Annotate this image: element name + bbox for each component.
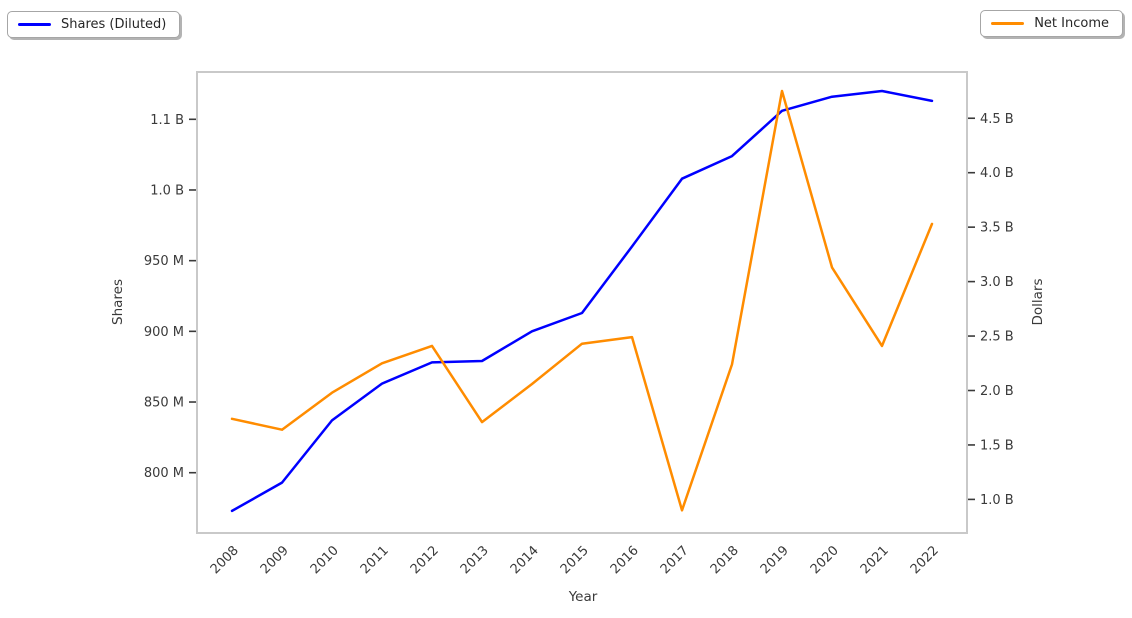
y-left-tick-label: 850 M bbox=[144, 396, 184, 411]
x-tick-label: 2014 bbox=[508, 543, 542, 577]
x-tick-label: 2021 bbox=[858, 543, 892, 577]
x-tick-label: 2022 bbox=[908, 543, 942, 577]
y-right-tick-label: 1.0 B bbox=[980, 493, 1014, 508]
x-tick-label: 2019 bbox=[758, 543, 792, 577]
y-right-tick-label: 4.5 B bbox=[980, 112, 1014, 127]
shares-line-swatch-icon bbox=[18, 23, 51, 26]
y-right-tick-label: 1.5 B bbox=[980, 438, 1014, 453]
y-right-tick-label: 2.0 B bbox=[980, 384, 1014, 399]
y-right-tick-label: 2.5 B bbox=[980, 330, 1014, 345]
y-left-tick-label: 1.1 B bbox=[150, 113, 184, 128]
y-axis-right-title: Dollars bbox=[1030, 278, 1046, 326]
y-right-tick-label: 3.0 B bbox=[980, 275, 1014, 290]
shares-diluted-line bbox=[230, 89, 934, 513]
x-tick-label: 2017 bbox=[658, 543, 692, 577]
net-income-line-swatch-icon bbox=[991, 22, 1025, 25]
x-tick-label: 2016 bbox=[608, 543, 642, 577]
x-axis-title: Year bbox=[568, 589, 598, 605]
y-left-tick-label: 1.0 B bbox=[150, 183, 184, 198]
legend-shares-label: Shares (Diluted) bbox=[61, 17, 167, 32]
legend-shares: Shares (Diluted) bbox=[7, 11, 181, 38]
y-left-tick-label: 900 M bbox=[144, 325, 184, 340]
x-tick-label: 2011 bbox=[358, 543, 392, 577]
legend-net-income-label: Net Income bbox=[1034, 16, 1109, 31]
x-tick-label: 2013 bbox=[458, 543, 492, 577]
x-tick-label: 2010 bbox=[308, 543, 342, 577]
x-tick-label: 2008 bbox=[208, 543, 242, 577]
y-left-tick-label: 800 M bbox=[144, 466, 184, 481]
x-tick-label: 2020 bbox=[808, 543, 842, 577]
plot-frame bbox=[196, 71, 968, 534]
x-tick-label: 2009 bbox=[258, 543, 292, 577]
legend-net-income: Net Income bbox=[980, 10, 1123, 37]
y-right-tick-label: 4.0 B bbox=[980, 166, 1014, 181]
y-left-tick-label: 950 M bbox=[144, 254, 184, 269]
x-tick-label: 2015 bbox=[558, 543, 592, 577]
x-tick-label: 2018 bbox=[708, 543, 742, 577]
net-income-line bbox=[230, 89, 934, 512]
y-axis-left-title: Shares bbox=[110, 279, 126, 325]
y-right-tick-label: 3.5 B bbox=[980, 221, 1014, 236]
x-tick-label: 2012 bbox=[408, 543, 442, 577]
